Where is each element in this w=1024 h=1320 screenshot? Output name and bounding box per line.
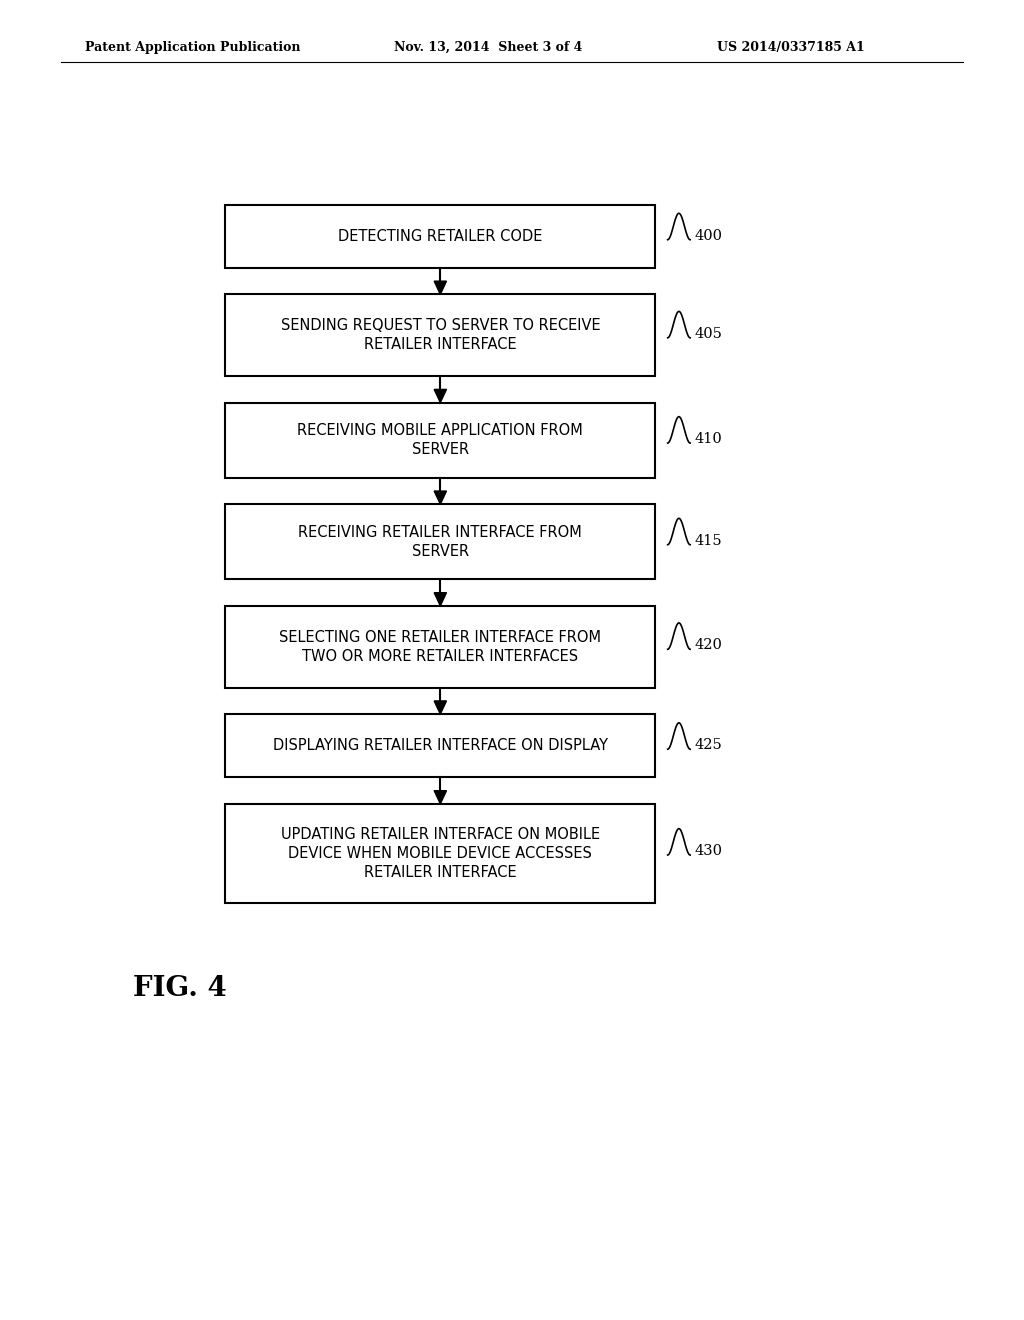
Text: 425: 425 (694, 738, 722, 752)
Text: DETECTING RETAILER CODE: DETECTING RETAILER CODE (338, 228, 543, 244)
Text: 405: 405 (694, 327, 722, 341)
Text: 415: 415 (694, 533, 722, 548)
Text: US 2014/0337185 A1: US 2014/0337185 A1 (717, 41, 864, 54)
Text: DISPLAYING RETAILER INTERFACE ON DISPLAY: DISPLAYING RETAILER INTERFACE ON DISPLAY (272, 738, 608, 754)
Text: SELECTING ONE RETAILER INTERFACE FROM
TWO OR MORE RETAILER INTERFACES: SELECTING ONE RETAILER INTERFACE FROM TW… (280, 630, 601, 664)
Text: 410: 410 (694, 432, 722, 446)
Text: RECEIVING MOBILE APPLICATION FROM
SERVER: RECEIVING MOBILE APPLICATION FROM SERVER (297, 424, 584, 457)
Text: Patent Application Publication: Patent Application Publication (85, 41, 300, 54)
Text: Nov. 13, 2014  Sheet 3 of 4: Nov. 13, 2014 Sheet 3 of 4 (394, 41, 583, 54)
Text: UPDATING RETAILER INTERFACE ON MOBILE
DEVICE WHEN MOBILE DEVICE ACCESSES
RETAILE: UPDATING RETAILER INTERFACE ON MOBILE DE… (281, 826, 600, 880)
Text: 400: 400 (694, 228, 722, 243)
Text: SENDING REQUEST TO SERVER TO RECEIVE
RETAILER INTERFACE: SENDING REQUEST TO SERVER TO RECEIVE RET… (281, 318, 600, 352)
Text: 430: 430 (694, 843, 722, 858)
Text: 420: 420 (694, 639, 722, 652)
Text: RECEIVING RETAILER INTERFACE FROM
SERVER: RECEIVING RETAILER INTERFACE FROM SERVER (298, 525, 583, 558)
Text: FIG. 4: FIG. 4 (133, 975, 227, 1002)
